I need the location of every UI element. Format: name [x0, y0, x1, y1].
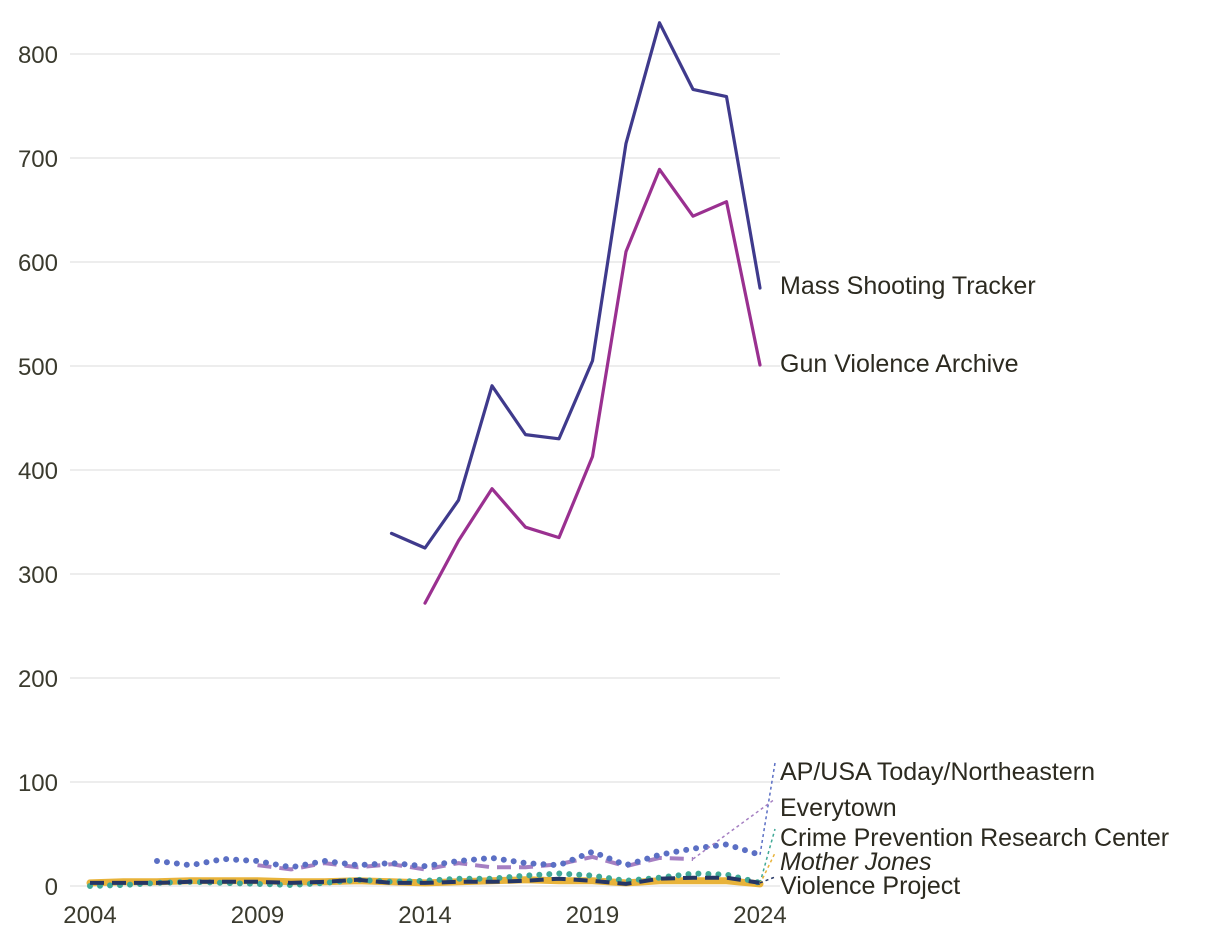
series-line-2: [154, 841, 763, 871]
y-tick-label: 0: [45, 874, 58, 901]
x-axis-ticks: 2004 2009 2014 2019 2024: [63, 902, 786, 929]
series-line-3: [257, 854, 694, 872]
series-lines: [86, 21, 764, 889]
series-label-3: Everytown: [780, 794, 897, 822]
y-tick-label: 800: [18, 42, 58, 69]
series-line-0: [389, 21, 762, 550]
y-tick-label: 200: [18, 666, 58, 693]
leader-line-6: [759, 876, 776, 884]
y-tick-label: 100: [18, 770, 58, 797]
series-label-6: Violence Project: [780, 872, 960, 900]
series-label-5: Mother Jones: [780, 848, 931, 876]
series-line-1: [423, 167, 762, 605]
series-labels: Mass Shooting Tracker Gun Violence Archiv…: [780, 272, 1169, 900]
series-label-0: Mass Shooting Tracker: [780, 272, 1036, 300]
x-tick-label: 2014: [398, 902, 451, 929]
x-tick-label: 2019: [566, 902, 619, 929]
y-tick-label: 600: [18, 250, 58, 277]
series-line-6: [90, 875, 761, 886]
series-label-1: Gun Violence Archive: [780, 350, 1019, 378]
series-label-2: AP/USA Today/Northeastern: [780, 758, 1095, 786]
leader-line-3: [692, 798, 776, 860]
x-tick-label: 2004: [63, 902, 116, 929]
gridlines: [70, 53, 780, 887]
series-label-4: Crime Prevention Research Center: [780, 824, 1169, 852]
y-tick-label: 700: [18, 146, 58, 173]
y-tick-label: 400: [18, 458, 58, 485]
label-leader-lines: [692, 762, 776, 885]
x-tick-label: 2009: [231, 902, 284, 929]
y-tick-label: 500: [18, 354, 58, 381]
y-tick-label: 300: [18, 562, 58, 589]
x-tick-label: 2024: [733, 902, 786, 929]
y-axis-ticks: 0 100 200 300 400 500 600 700 800: [18, 42, 58, 901]
